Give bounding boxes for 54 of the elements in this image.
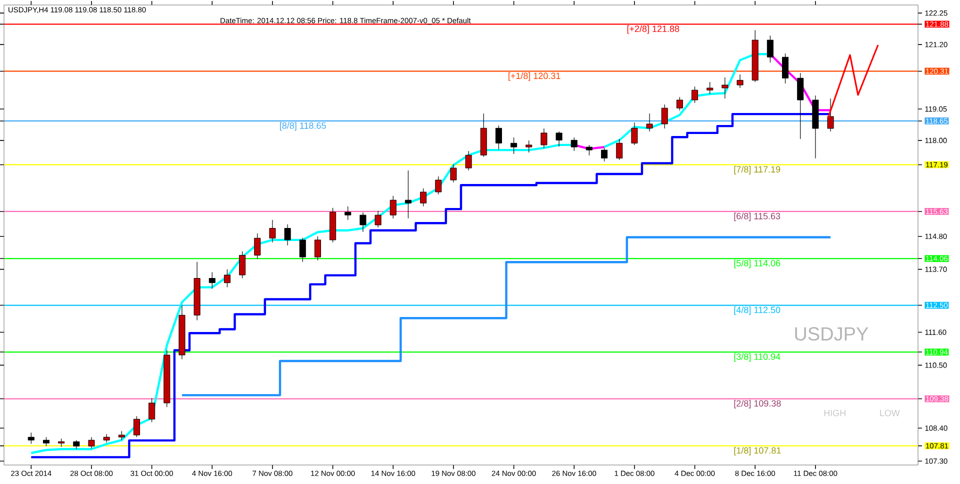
candlestick xyxy=(706,82,714,94)
candlestick xyxy=(284,224,291,246)
ref-line-label: [+2/8] 121.88 xyxy=(627,25,680,34)
candlestick xyxy=(208,272,216,290)
candlestick xyxy=(556,131,562,147)
candlestick xyxy=(827,98,834,132)
candlestick xyxy=(631,122,638,146)
ref-line-label: [7/8] 117.19 xyxy=(734,166,780,174)
candlestick xyxy=(435,176,442,195)
candlestick xyxy=(390,196,396,219)
candlestick xyxy=(465,150,472,171)
candlestick xyxy=(570,137,578,152)
candlestick xyxy=(766,35,774,63)
candlestick xyxy=(420,188,427,207)
candlestick xyxy=(239,251,246,279)
candlestick xyxy=(450,164,457,183)
candlestick xyxy=(586,144,592,156)
candlestick xyxy=(540,128,548,148)
candlestick xyxy=(616,138,623,160)
annotation: USDJPY xyxy=(795,327,868,341)
candlestick xyxy=(133,416,140,438)
candlestick xyxy=(374,210,382,228)
candlestick xyxy=(510,137,518,154)
candlestick xyxy=(736,74,744,88)
candlestick xyxy=(224,269,230,288)
ref-line-label: [3/8] 110.94 xyxy=(734,353,780,362)
candlestick xyxy=(28,432,34,444)
candlestick xyxy=(148,398,156,422)
candlestick xyxy=(404,170,412,219)
candlestick xyxy=(88,436,95,449)
candlestick xyxy=(360,212,366,232)
candlestick xyxy=(495,125,502,150)
candlestick xyxy=(299,238,306,262)
ref-line-label: [1/8] 107.81 xyxy=(734,447,781,456)
candlestick xyxy=(601,148,608,162)
ref-line-label: [5/8] 114.06 xyxy=(734,260,780,268)
candlestick xyxy=(269,220,276,243)
ref-line-label: [8/8] 118.65 xyxy=(280,122,326,131)
candlestick xyxy=(722,77,728,99)
candlestick xyxy=(676,96,683,111)
candlestick xyxy=(692,86,698,104)
candlestick xyxy=(782,53,789,84)
candlestick xyxy=(314,236,321,261)
candlestick xyxy=(526,140,532,153)
ref-line-label: [4/8] 112.50 xyxy=(734,306,780,315)
candlestick xyxy=(646,113,653,132)
ref-line-label: [6/8] 115.63 xyxy=(734,212,780,222)
candlestick xyxy=(797,72,804,140)
candlestick xyxy=(661,104,668,129)
candlestick xyxy=(254,233,261,260)
candlestick xyxy=(344,206,352,220)
candlestick xyxy=(103,434,110,443)
ref-line-label: [2/8] 109.38 xyxy=(734,400,781,408)
ref-line-label: [+1/8] 120.31 xyxy=(508,72,560,81)
